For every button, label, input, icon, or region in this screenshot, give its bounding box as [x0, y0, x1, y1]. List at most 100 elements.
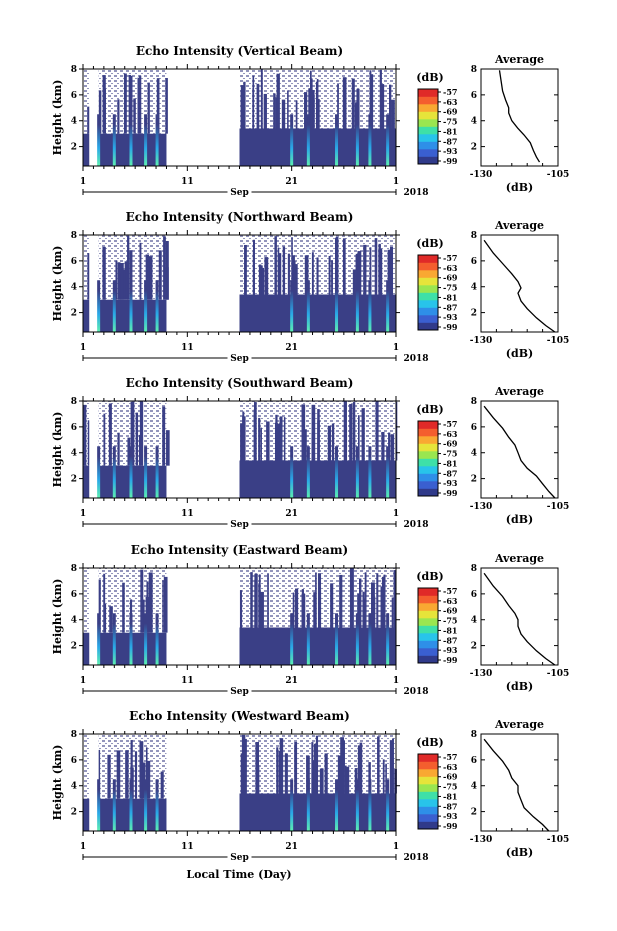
echo-column — [377, 736, 380, 794]
intensity-spike — [335, 280, 339, 332]
panel-title: Echo Intensity (Westward Beam) — [129, 709, 350, 723]
echo-column — [308, 88, 311, 129]
echo-column — [369, 247, 372, 295]
colorbar-label: -87 — [443, 136, 457, 146]
colorbar-label: -81 — [443, 791, 457, 801]
colorbar-frame — [417, 587, 439, 664]
intensity-spike — [355, 779, 359, 831]
echo-column — [378, 243, 381, 295]
colorbar-unit: (dB) — [416, 403, 443, 416]
echo-column — [335, 236, 339, 295]
panel-title: Echo Intensity (Southward Beam) — [126, 376, 354, 390]
average-y-tick-label: 6 — [471, 91, 477, 101]
echo-column — [139, 75, 142, 134]
average-frame — [480, 234, 559, 333]
colorbar-unit: (dB) — [416, 237, 443, 250]
month-label-bg — [227, 518, 252, 528]
intensity-spike — [112, 280, 116, 332]
y-tick-label: 2 — [71, 642, 77, 652]
average-y-tick-label: 6 — [471, 590, 477, 600]
colorbar-frame — [417, 420, 439, 497]
echo-column — [381, 431, 385, 461]
echo-column — [256, 83, 260, 129]
echo-column — [380, 586, 384, 628]
intensity-spike — [386, 779, 390, 831]
echo-column — [387, 249, 392, 295]
intensity-spike — [144, 114, 148, 166]
average-title: Average — [494, 53, 544, 66]
average-y-tick-label: 6 — [471, 257, 477, 267]
intensity-spike — [112, 446, 116, 498]
echo-column — [310, 89, 315, 129]
colorbar-label: -75 — [443, 117, 457, 127]
colorbar-swatch — [418, 270, 438, 278]
colorbar-unit: (dB) — [416, 71, 443, 84]
y-tick-label: 6 — [71, 423, 77, 433]
colorbar-frame — [417, 254, 439, 331]
colorbar-label: -99 — [443, 156, 458, 166]
intensity-spike — [97, 446, 101, 498]
echo-column — [87, 420, 90, 466]
average-y-tick-label: 8 — [471, 231, 477, 241]
colorbar-swatch — [418, 648, 438, 656]
average-x-tick-label: -105 — [547, 170, 570, 180]
average-x-label: (dB) — [506, 846, 533, 859]
echo-column — [156, 78, 160, 134]
intensity-spike — [368, 114, 372, 166]
echo-column — [137, 77, 140, 134]
echo-column — [364, 572, 367, 628]
echo-column — [127, 437, 131, 466]
intensity-spike — [144, 446, 148, 498]
intensity-spike — [368, 280, 372, 332]
echo-column — [345, 766, 350, 794]
echo-column — [139, 242, 142, 300]
colorbar-swatch — [418, 754, 438, 762]
colorbar-label: -87 — [443, 635, 457, 645]
echo-column — [313, 592, 317, 628]
echo-column — [102, 75, 106, 134]
echo-column — [260, 591, 264, 628]
intensity-spike — [386, 613, 390, 665]
low-echo-region — [239, 460, 396, 498]
colorbar-unit: (dB) — [416, 736, 443, 749]
echo-column — [145, 596, 150, 633]
echo-column — [376, 573, 379, 628]
y-tick-label: 6 — [71, 756, 77, 766]
colorbar-label: -75 — [443, 616, 457, 626]
average-y-tick-label: 4 — [471, 449, 477, 459]
echo-column — [97, 579, 101, 633]
echo-column — [374, 238, 378, 295]
echo-column — [254, 573, 258, 628]
intensity-spike — [386, 114, 390, 166]
year-label: 2018 — [403, 188, 428, 198]
echo-column — [330, 583, 334, 628]
low-echo-region — [239, 793, 396, 831]
echo-column — [240, 85, 245, 129]
echo-column — [127, 235, 130, 300]
echo-column — [389, 740, 393, 794]
y-tick-label: 6 — [71, 590, 77, 600]
echo-column — [311, 252, 314, 295]
low-echo-region — [239, 627, 396, 665]
year-label: 2018 — [403, 853, 428, 863]
intensity-spike — [368, 613, 372, 665]
echo-column — [260, 427, 262, 461]
echo-column — [142, 762, 146, 799]
colorbar-label: -75 — [443, 283, 457, 293]
echo-column — [148, 572, 153, 633]
average-y-tick-label: 6 — [471, 423, 477, 433]
echo-column — [395, 401, 398, 461]
x-tick-label: 1 — [80, 177, 86, 187]
colorbar-unit: (dB) — [416, 570, 443, 583]
average-x-tick-label: -105 — [547, 502, 570, 512]
y-tick-label: 4 — [71, 449, 77, 459]
colorbar-swatch — [418, 322, 438, 331]
echo-column — [108, 403, 112, 466]
echo-column — [368, 762, 371, 794]
colorbar-label: -69 — [443, 772, 458, 782]
x-tick-label: 21 — [285, 842, 298, 852]
echo-column — [327, 425, 331, 461]
average-profile-line — [498, 70, 541, 163]
colorbar-label: -69 — [443, 606, 458, 616]
colorbar-label: -93 — [443, 312, 458, 322]
